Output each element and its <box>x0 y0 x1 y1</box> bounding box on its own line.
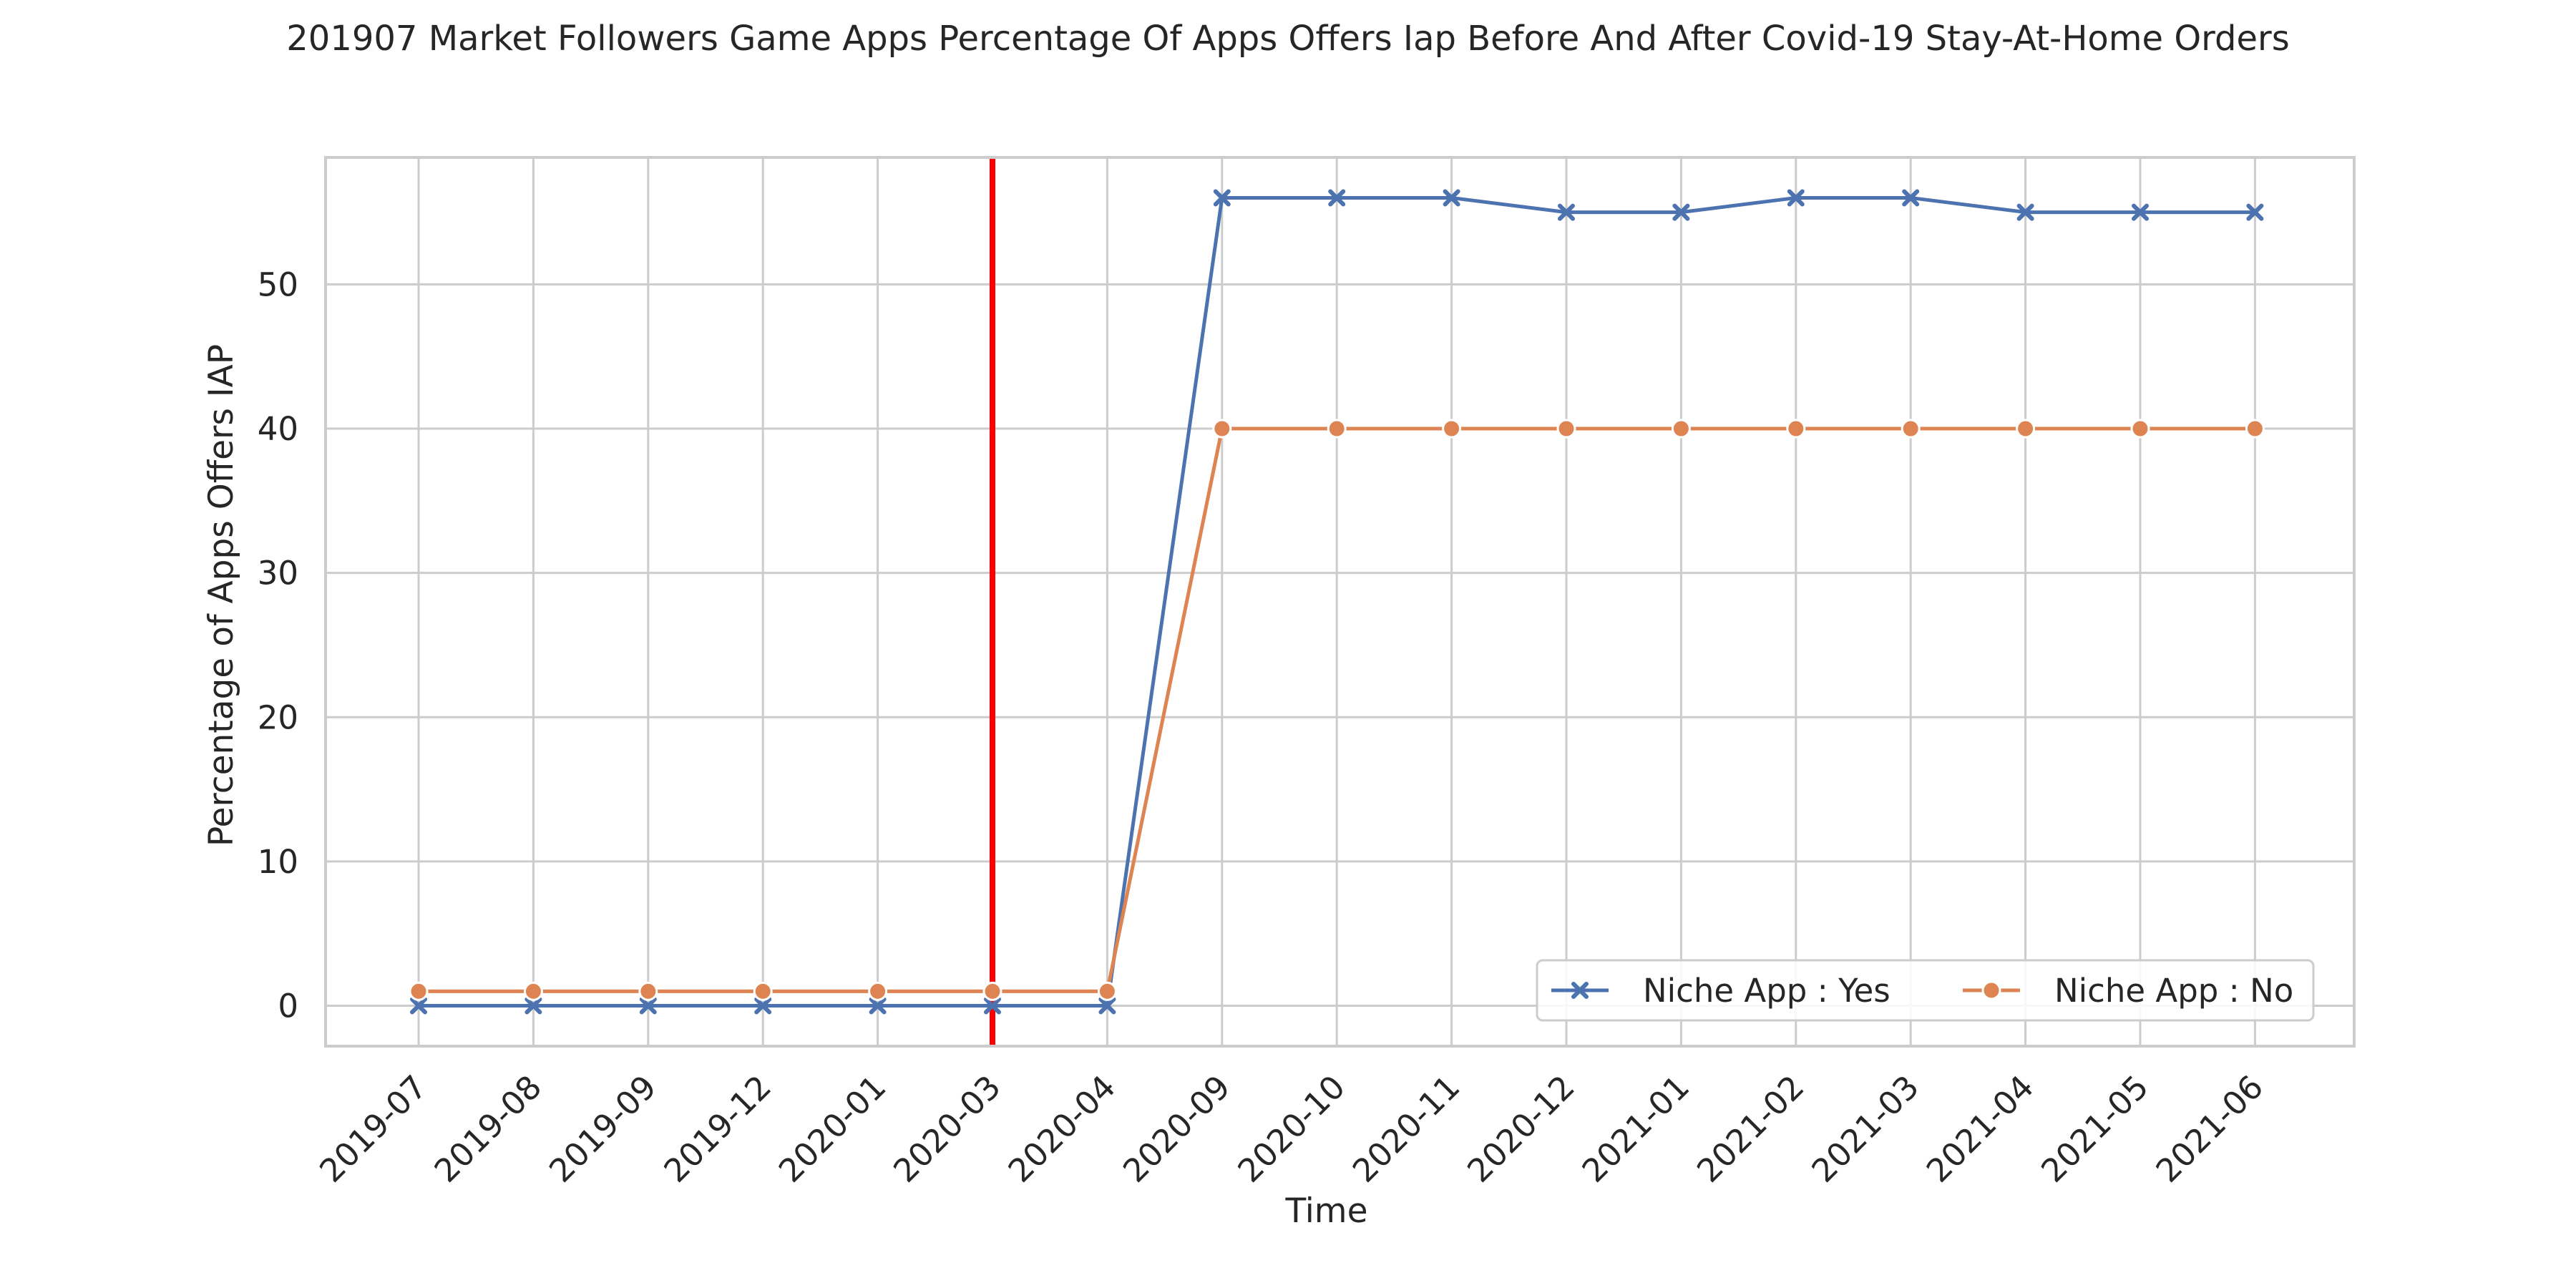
data-point-marker <box>1097 981 1117 1001</box>
legend-label: Niche App : No <box>2054 972 2293 1010</box>
chart-title: 201907 Market Followers Game Apps Percen… <box>286 19 2290 59</box>
data-point-marker <box>1571 982 1589 999</box>
y-tick-label: 0 <box>278 987 298 1025</box>
data-point-marker <box>1902 189 1920 207</box>
series-niche-app-no <box>409 419 2265 1001</box>
data-point-marker <box>2016 203 2034 221</box>
y-tick-label: 10 <box>258 843 298 881</box>
data-point-marker <box>639 997 657 1015</box>
data-point-marker <box>523 981 543 1001</box>
data-point-marker <box>753 981 773 1001</box>
data-point-marker <box>1443 189 1460 207</box>
data-point-marker <box>638 981 658 1001</box>
y-tick-labels: 0 10 20 30 40 50 <box>258 265 298 1025</box>
series <box>409 189 2265 1015</box>
series-niche-app-yes <box>410 189 2264 1015</box>
data-point-marker <box>2130 419 2150 439</box>
data-point-marker <box>982 981 1002 1001</box>
legend-box <box>1536 959 2315 1022</box>
data-point-marker <box>409 981 429 1001</box>
legend-label: Niche App : Yes <box>1643 972 1890 1010</box>
data-point-marker <box>525 997 542 1015</box>
data-point-marker <box>1213 189 1231 207</box>
data-point-marker <box>1212 419 1232 439</box>
data-point-marker <box>410 997 427 1015</box>
legend-item: Niche App : No <box>1963 972 2293 1010</box>
data-point-marker <box>1556 419 1576 439</box>
data-point-marker <box>1787 189 1805 207</box>
data-point-marker <box>1328 189 1346 207</box>
plot-frame <box>324 156 2356 1048</box>
y-tick-label: 20 <box>258 698 298 736</box>
data-point-marker <box>2246 203 2264 221</box>
data-point-marker <box>1672 203 1690 221</box>
y-axis-label: Percentage of Apps Offers IAP <box>202 344 241 847</box>
data-point-marker <box>1327 419 1347 439</box>
data-point-marker <box>2132 203 2149 221</box>
data-point-marker <box>1786 419 1806 439</box>
data-point-marker <box>1098 997 1116 1015</box>
legend-item: Niche App : Yes <box>1551 972 1890 1010</box>
data-point-marker <box>1558 203 1575 221</box>
x-axis-label: Time <box>1284 1191 1367 1231</box>
data-point-marker <box>1981 980 2001 1000</box>
data-point-marker <box>1901 419 1921 439</box>
data-point-marker <box>984 997 1001 1015</box>
data-point-marker <box>1671 419 1691 439</box>
data-point-marker <box>754 997 772 1015</box>
y-tick-label: 30 <box>258 555 298 592</box>
legend: Niche App : Yes Niche App : No <box>1536 959 2315 1022</box>
data-point-marker <box>869 997 887 1015</box>
y-tick-label: 50 <box>258 265 298 303</box>
y-tick-label: 40 <box>258 410 298 448</box>
data-point-marker <box>2245 419 2265 439</box>
grid <box>326 157 2354 1046</box>
data-point-marker <box>868 981 888 1001</box>
data-point-marker <box>2016 419 2036 439</box>
data-point-marker <box>1442 419 1462 439</box>
